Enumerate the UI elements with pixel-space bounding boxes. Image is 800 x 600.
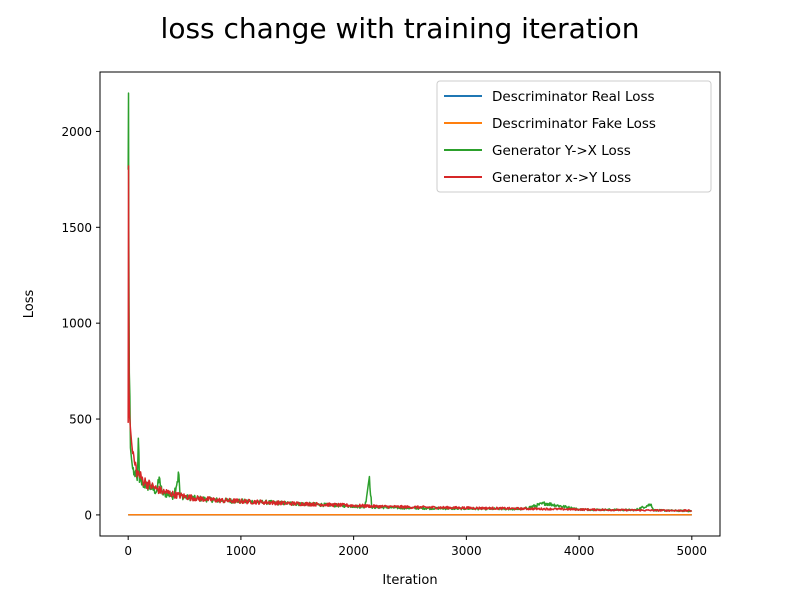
x-axis-ticks: 0 1000 2000 3000 4000 5000 bbox=[124, 536, 707, 558]
y-tick-label: 0 bbox=[84, 508, 92, 522]
y-tick-label: 1500 bbox=[61, 221, 92, 235]
legend-entry-label: Generator x->Y Loss bbox=[492, 170, 631, 186]
chart-title: loss change with training iteration bbox=[161, 12, 640, 45]
x-tick-label: 1000 bbox=[226, 544, 257, 558]
x-tick-label: 5000 bbox=[677, 544, 708, 558]
legend-entry-label: Descriminator Fake Loss bbox=[492, 116, 656, 132]
plot-frame bbox=[99, 71, 721, 537]
series-line-4 bbox=[127, 165, 693, 512]
x-tick-label: 3000 bbox=[451, 544, 482, 558]
series-layer bbox=[127, 92, 693, 516]
legend: Descriminator Real Loss Descriminator Fak… bbox=[436, 80, 712, 193]
legend-entry-label: Descriminator Real Loss bbox=[492, 89, 655, 105]
x-tick-label: 0 bbox=[124, 544, 132, 558]
x-tick-label: 4000 bbox=[564, 544, 595, 558]
legend-box bbox=[436, 80, 712, 193]
y-tick-label: 1000 bbox=[61, 317, 92, 331]
y-axis-ticks: 0 500 1000 1500 2000 bbox=[61, 125, 100, 522]
x-tick-label: 2000 bbox=[338, 544, 369, 558]
x-axis-label: Iteration bbox=[382, 573, 437, 588]
y-tick-label: 500 bbox=[69, 413, 92, 427]
y-axis-label: Loss bbox=[22, 290, 37, 319]
legend-entry-label: Generator Y->X Loss bbox=[492, 143, 631, 159]
y-tick-label: 2000 bbox=[61, 125, 92, 139]
